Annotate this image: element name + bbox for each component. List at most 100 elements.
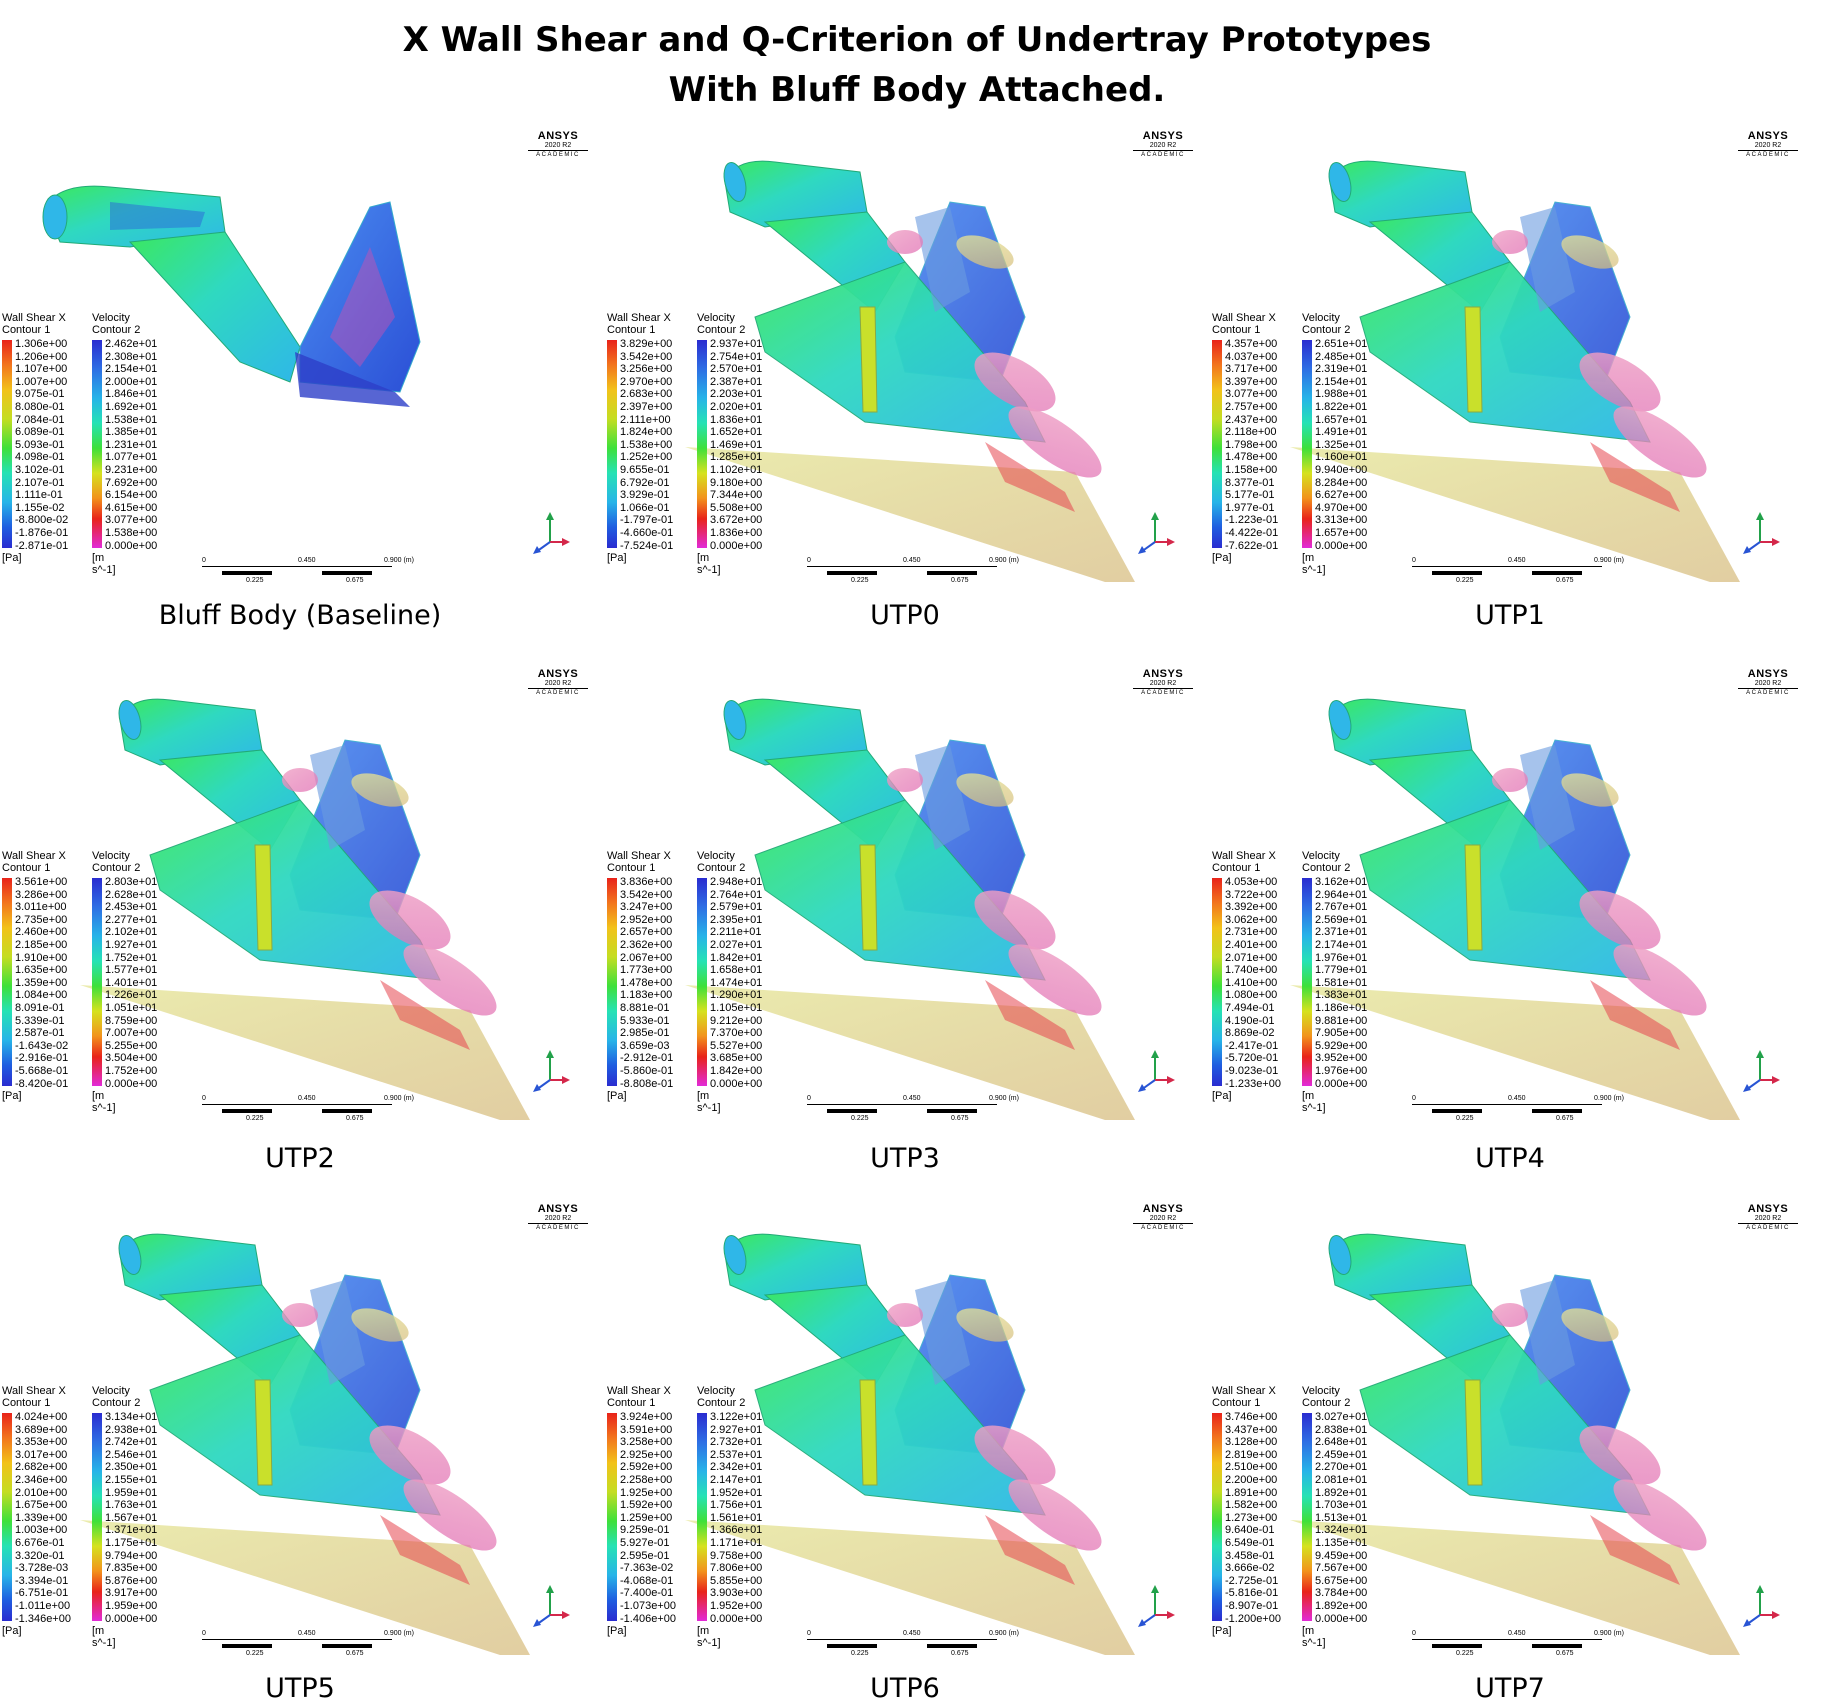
velocity-colorbar <box>92 340 102 548</box>
ansys-logo: ANSYS 2020 R2 ACADEMIC <box>528 130 588 158</box>
shear-tick-label: 1.635e+00 <box>15 964 68 977</box>
scale-label: 0.450 <box>903 557 921 564</box>
velocity-tick-label: 1.371e+01 <box>105 1524 158 1537</box>
ansys-version: 2020 R2 <box>1133 680 1193 689</box>
shear-tick-label: 4.098e-01 <box>15 451 65 464</box>
shear-tick-label: 2.952e+00 <box>620 913 673 926</box>
scale-label: 0.675 <box>1556 1115 1574 1122</box>
legend-velocity-contour: Contour 2 <box>1302 1397 1351 1409</box>
ansys-brand: ANSYS <box>1747 130 1789 142</box>
shear-tick-label: 1.824e+00 <box>620 426 673 439</box>
legend-velocity-title: Velocity Contour 2 <box>697 850 787 874</box>
scale-line <box>807 1639 997 1640</box>
velocity-tick-label: 2.270e+01 <box>1315 1461 1368 1474</box>
shear-tick-label: -7.622e-01 <box>1225 539 1279 552</box>
legend-velocity-contour: Contour 2 <box>92 862 141 874</box>
axis-triad-icon <box>1740 1050 1780 1101</box>
velocity-tick-label: 5.855e+00 <box>710 1574 763 1587</box>
shear-unit: [Pa] <box>607 1090 627 1102</box>
shear-tick-label: -2.916e-01 <box>15 1052 69 1065</box>
scale-line <box>1412 566 1602 567</box>
velocity-tick-label: 9.459e+00 <box>1315 1549 1368 1562</box>
scale-label: 0.900 (m) <box>384 1630 414 1637</box>
legend-velocity-contour: Contour 2 <box>92 324 141 336</box>
shear-tick-label: 2.925e+00 <box>620 1448 673 1461</box>
scale-bar: 0 0.225 0.450 0.675 0.900 (m) <box>1412 1630 1624 1662</box>
velocity-colorbar <box>697 1413 707 1621</box>
velocity-tick-label: 4.970e+00 <box>1315 501 1368 514</box>
panel-utp3: ANSYS 2020 R2 ACADEMIC Wall Shear X Contour … <box>605 650 1205 1174</box>
ansys-brand: ANSYS <box>537 1203 579 1215</box>
scale-segment <box>1532 571 1582 575</box>
velocity-tick-label: 1.842e+00 <box>710 1064 763 1077</box>
shear-tick-label: 2.185e+00 <box>15 938 68 951</box>
shear-tick-label: -1.233e+00 <box>1225 1077 1281 1090</box>
velocity-tick-label: 1.952e+01 <box>710 1486 763 1499</box>
velocity-tick-labels: 3.027e+01 2.838e+01 2.648e+01 2.459e+01 2.27… <box>1315 1411 1390 1625</box>
velocity-tick-label: 1.846e+01 <box>105 388 158 401</box>
velocity-tick-label: 1.836e+01 <box>710 413 763 426</box>
legend-velocity-title: Velocity Contour 2 <box>1302 1385 1392 1409</box>
legend-shear-title: Wall Shear X Contour 1 <box>2 1385 92 1409</box>
shear-tick-label: 3.591e+00 <box>620 1423 673 1436</box>
ansys-logo: ANSYS 2020 R2 ACADEMIC <box>1738 668 1798 696</box>
scale-segment <box>927 1109 977 1113</box>
shear-tick-label: 3.437e+00 <box>1225 1423 1278 1436</box>
scale-label: 0 <box>807 1095 811 1102</box>
shear-tick-label: -7.363e-02 <box>620 1562 674 1575</box>
scale-label: 0.225 <box>246 1115 264 1122</box>
velocity-tick-label: 3.685e+00 <box>710 1052 763 1065</box>
shear-tick-label: -9.023e-01 <box>1225 1064 1279 1077</box>
legend-shear-name: Wall Shear X <box>607 1385 671 1397</box>
legend-shear-contour: Contour 1 <box>2 1397 51 1409</box>
shear-colorbar <box>1212 1413 1222 1621</box>
shear-tick-label: 1.592e+00 <box>620 1499 673 1512</box>
shear-tick-labels: 3.829e+00 3.542e+00 3.256e+00 2.970e+00 2.68… <box>620 338 695 552</box>
shear-tick-label: 2.346e+00 <box>15 1473 68 1486</box>
shear-tick-label: 3.320e-01 <box>15 1549 65 1562</box>
shear-tick-label: 1.111e-01 <box>15 489 63 502</box>
shear-tick-label: 6.676e-01 <box>15 1536 65 1549</box>
scale-label: 0 <box>807 1630 811 1637</box>
velocity-tick-label: 1.538e+00 <box>105 526 158 539</box>
shear-colorbar <box>1212 878 1222 1086</box>
cfd-model-render <box>685 698 1135 1120</box>
velocity-tick-label: 2.395e+01 <box>710 913 763 926</box>
shear-tick-label: 1.582e+00 <box>1225 1499 1278 1512</box>
shear-tick-label: 2.595e-01 <box>620 1549 670 1562</box>
ansys-version: 2020 R2 <box>1133 142 1193 151</box>
scale-label: 0.450 <box>903 1630 921 1637</box>
velocity-tick-label: 6.154e+00 <box>105 489 158 502</box>
legend-velocity-name: Velocity <box>92 1385 130 1397</box>
shear-tick-label: 1.306e+00 <box>15 338 68 350</box>
scale-bar: 0 0.225 0.450 0.675 0.900 (m) <box>1412 557 1624 589</box>
legend-shear-contour: Contour 1 <box>607 324 656 336</box>
velocity-tick-label: 1.581e+01 <box>1315 976 1368 989</box>
scale-label: 0.900 (m) <box>989 1630 1019 1637</box>
scale-line <box>202 566 392 567</box>
velocity-tick-label: 0.000e+00 <box>710 1077 763 1090</box>
velocity-tick-label: 7.007e+00 <box>105 1027 158 1040</box>
ansys-version: 2020 R2 <box>1738 142 1798 151</box>
velocity-tick-label: 2.371e+01 <box>1315 926 1368 939</box>
velocity-unit: [m s^-1] <box>92 552 116 576</box>
velocity-tick-label: 1.763e+01 <box>105 1499 158 1512</box>
ansys-brand: ANSYS <box>1142 1203 1184 1215</box>
shear-tick-label: 2.258e+00 <box>620 1473 673 1486</box>
cfd-model-render <box>685 1233 1135 1655</box>
ansys-logo: ANSYS 2020 R2 ACADEMIC <box>1738 130 1798 158</box>
velocity-tick-label: 9.180e+00 <box>710 476 763 489</box>
ansys-academic: ACADEMIC <box>1746 690 1790 696</box>
legend-shear-contour: Contour 1 <box>2 862 51 874</box>
shear-tick-label: 3.561e+00 <box>15 876 68 888</box>
legend-shear-name: Wall Shear X <box>1212 312 1276 324</box>
velocity-colorbar <box>92 1413 102 1621</box>
scale-segment <box>222 1644 272 1648</box>
shear-tick-label: 9.075e-01 <box>15 388 65 401</box>
shear-tick-label: 3.929e-01 <box>620 489 670 502</box>
ansys-academic: ACADEMIC <box>1746 1225 1790 1231</box>
scale-segment <box>322 1109 372 1113</box>
scale-label: 0.450 <box>1508 1630 1526 1637</box>
velocity-tick-label: 1.290e+01 <box>710 989 763 1002</box>
shear-tick-label: -1.643e-02 <box>15 1039 69 1052</box>
